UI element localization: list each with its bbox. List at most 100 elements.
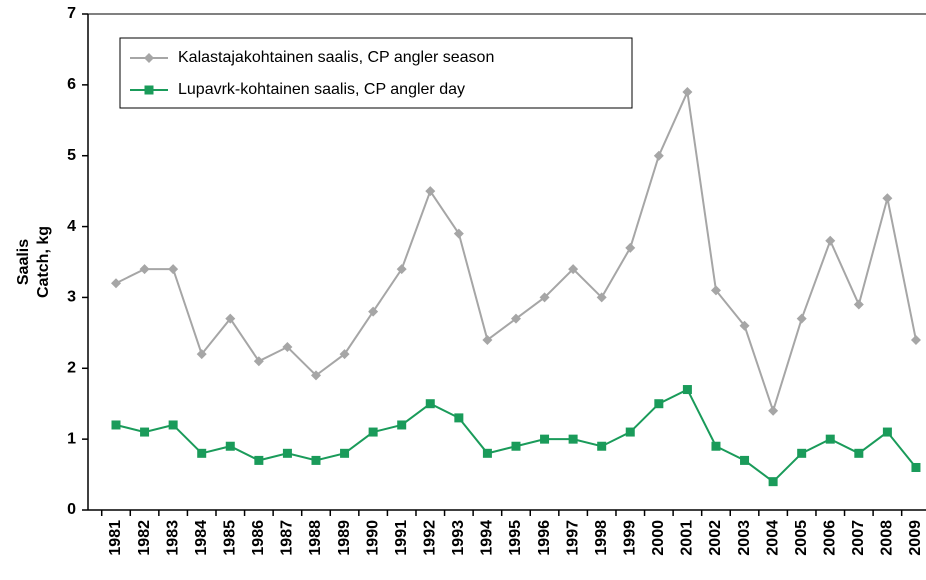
marker <box>710 285 721 296</box>
marker <box>625 242 636 253</box>
marker <box>140 427 150 437</box>
marker <box>682 86 693 97</box>
marker <box>796 313 807 324</box>
x-tick-label: 2007 <box>850 520 867 556</box>
x-tick-label: 1991 <box>393 520 410 556</box>
x-tick-label: 2002 <box>707 520 724 556</box>
x-tick-label: 1996 <box>536 520 553 556</box>
series-line <box>115 88 917 415</box>
marker <box>910 334 921 345</box>
marker <box>882 193 893 204</box>
marker <box>196 349 207 360</box>
marker <box>282 448 292 458</box>
marker <box>882 427 892 437</box>
legend-box <box>119 37 633 109</box>
marker <box>225 441 235 451</box>
y-tick-label: 4 <box>67 218 76 235</box>
x-tick-label: 2003 <box>736 520 753 556</box>
marker <box>454 413 464 423</box>
marker <box>254 455 264 465</box>
marker <box>482 448 492 458</box>
marker <box>139 264 150 275</box>
marker <box>144 53 154 63</box>
marker <box>597 441 607 451</box>
marker <box>253 356 264 367</box>
y-axis-label: Catch, kg <box>35 226 52 298</box>
x-tick-label: 2000 <box>650 520 667 556</box>
x-tick-label: 1993 <box>450 520 467 556</box>
marker <box>654 399 664 409</box>
marker <box>540 434 550 444</box>
marker <box>768 477 778 487</box>
marker <box>740 455 750 465</box>
y-axis-label: Saalis <box>15 239 32 285</box>
x-tick-label: 1989 <box>336 520 353 556</box>
y-tick-label: 7 <box>67 5 76 22</box>
marker <box>596 292 607 303</box>
x-tick-label: 1986 <box>250 520 267 556</box>
marker <box>768 405 779 416</box>
y-tick-label: 0 <box>67 501 76 518</box>
x-tick-label: 2001 <box>679 520 696 556</box>
x-tick-label: 1990 <box>364 520 381 556</box>
x-tick-label: 1984 <box>193 520 210 556</box>
marker <box>111 278 121 289</box>
x-tick-label: 1997 <box>564 520 581 556</box>
x-tick-label: 1995 <box>507 520 524 556</box>
x-tick-label: 1987 <box>279 520 296 556</box>
y-tick-label: 6 <box>67 76 76 93</box>
marker <box>339 349 350 360</box>
marker <box>397 420 407 430</box>
marker <box>797 448 807 458</box>
marker <box>396 264 407 275</box>
x-tick-label: 1999 <box>621 520 638 556</box>
marker <box>511 441 521 451</box>
marker <box>282 342 293 353</box>
marker <box>625 427 635 437</box>
marker <box>854 448 864 458</box>
marker <box>825 235 836 246</box>
legend-label: Lupavrk-kohtainen saalis, CP angler day <box>178 81 465 98</box>
marker <box>568 264 579 275</box>
x-tick-label: 1985 <box>221 520 238 556</box>
marker <box>482 334 493 345</box>
marker <box>168 420 178 430</box>
x-tick-label: 2008 <box>879 520 896 556</box>
marker <box>340 448 350 458</box>
marker <box>225 313 236 324</box>
x-tick-label: 1992 <box>421 520 438 556</box>
x-tick-label: 1998 <box>593 520 610 556</box>
legend-label: Kalastajakohtainen saalis, CP angler sea… <box>178 49 494 66</box>
x-tick-label: 1981 <box>107 520 124 556</box>
x-tick-label: 1982 <box>136 520 153 556</box>
marker <box>111 420 121 430</box>
marker <box>144 85 154 95</box>
y-tick-label: 5 <box>67 147 76 164</box>
x-tick-label: 1983 <box>164 520 181 556</box>
marker <box>825 434 835 444</box>
marker <box>853 299 864 310</box>
x-tick-label: 1988 <box>307 520 324 556</box>
y-tick-label: 3 <box>67 289 76 306</box>
marker <box>197 448 207 458</box>
marker <box>539 292 550 303</box>
y-tick-label: 2 <box>67 360 76 377</box>
marker <box>168 264 179 275</box>
x-tick-label: 2005 <box>793 520 810 556</box>
marker <box>425 186 436 197</box>
marker <box>368 306 379 317</box>
marker <box>911 462 921 472</box>
x-tick-label: 2009 <box>907 520 924 556</box>
marker <box>682 385 692 395</box>
series-line <box>115 388 917 483</box>
marker <box>310 370 321 381</box>
marker <box>510 313 521 324</box>
marker <box>368 427 378 437</box>
marker <box>311 455 321 465</box>
marker <box>453 228 464 239</box>
marker <box>711 441 721 451</box>
marker <box>425 399 435 409</box>
y-tick-label: 1 <box>67 430 76 447</box>
marker <box>568 434 578 444</box>
